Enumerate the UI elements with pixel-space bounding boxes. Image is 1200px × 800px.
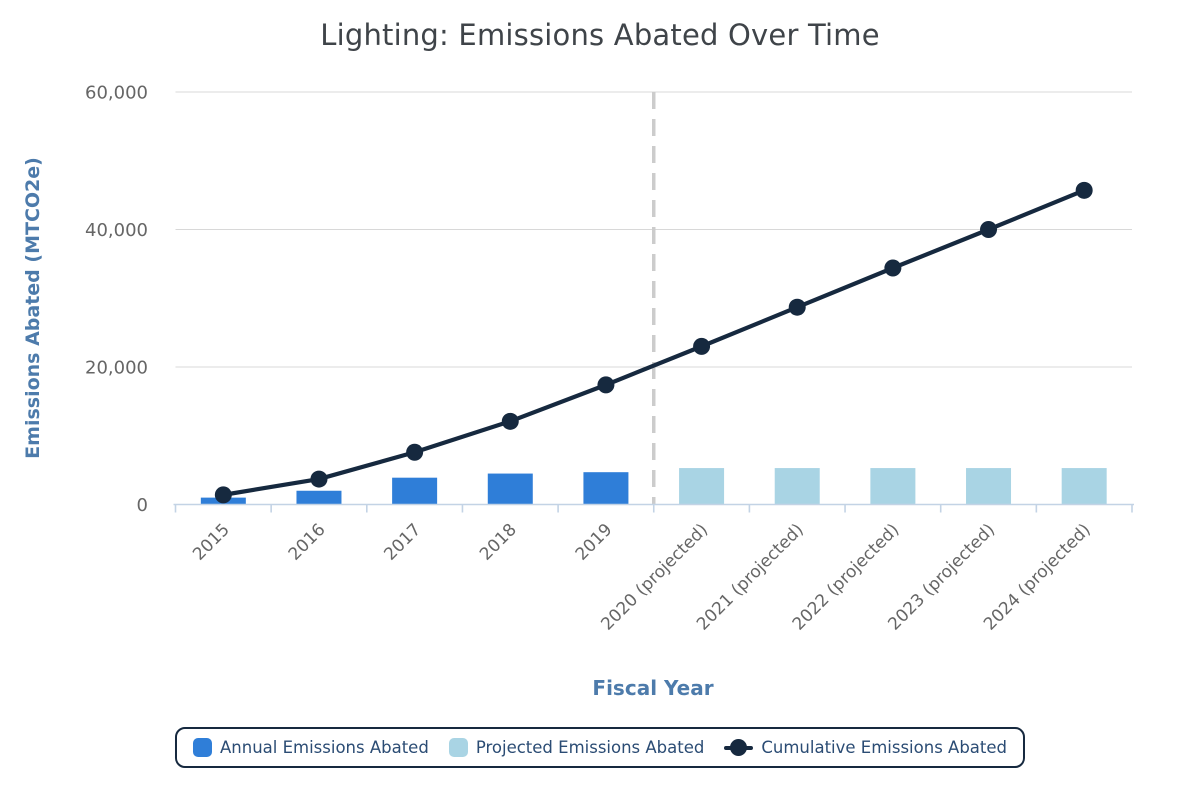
bar-2021-projected[interactable] — [774, 468, 820, 505]
bar-2022-projected[interactable] — [870, 468, 916, 505]
projected-series-swatch — [448, 738, 468, 757]
point-2015[interactable] — [214, 486, 232, 504]
point-2021-projected[interactable] — [788, 298, 806, 316]
cumulative-line — [221, 188, 1087, 497]
x-axis-title: Fiscal Year — [592, 676, 714, 700]
x-tick-label-2016: 2016 — [285, 520, 330, 565]
y-tick-label-40-000: 40,000 — [85, 220, 148, 241]
point-2024-projected[interactable] — [1075, 181, 1093, 199]
cumulative-line-marker-icon — [724, 738, 754, 757]
y-axis-title: Emissions Abated (MTCO2e) — [22, 157, 44, 459]
annual-series-swatch — [192, 738, 212, 757]
x-tick-label-2017: 2017 — [380, 520, 425, 565]
legend-label-cumulative: Cumulative Emissions Abated — [761, 738, 1008, 757]
bar-2018[interactable] — [487, 473, 533, 505]
legend-item-cumulative[interactable]: Cumulative Emissions Abated — [724, 738, 1007, 757]
point-2019[interactable] — [597, 376, 615, 394]
point-2020-projected[interactable] — [693, 337, 711, 355]
legend-item-annual[interactable]: Annual Emissions Abated — [192, 738, 429, 757]
y-tick-label-20-000: 20,000 — [85, 358, 148, 379]
marker-dot — [730, 739, 748, 756]
x-tick-label-2024-projected: 2024 (projected) — [980, 520, 1095, 635]
point-2018[interactable] — [501, 412, 519, 430]
bar-2024-projected[interactable] — [1061, 468, 1107, 505]
bar-2023-projected[interactable] — [966, 468, 1012, 505]
point-2016[interactable] — [310, 470, 328, 488]
bar-2017[interactable] — [392, 477, 438, 505]
legend: Annual Emissions Abated Projected Emissi… — [174, 727, 1026, 768]
bar-2020-projected[interactable] — [679, 468, 725, 505]
point-2023-projected[interactable] — [980, 221, 998, 238]
chart-title: Lighting: Emissions Abated Over Time — [320, 18, 880, 52]
legend-label-projected: Projected Emissions Abated — [475, 738, 705, 757]
point-2017[interactable] — [406, 443, 424, 461]
point-2022-projected[interactable] — [884, 259, 902, 277]
legend-item-projected[interactable]: Projected Emissions Abated — [448, 738, 705, 757]
y-tick-label-60-000: 60,000 — [85, 83, 148, 104]
legend-label-annual: Annual Emissions Abated — [219, 738, 429, 757]
x-tick-label-2018: 2018 — [476, 520, 521, 565]
x-tick-label-2019: 2019 — [572, 520, 617, 565]
bar-2019[interactable] — [583, 472, 629, 505]
y-tick-label-0: 0 — [137, 495, 148, 516]
bar-2016[interactable] — [296, 490, 342, 505]
x-tick-label-2015: 2015 — [189, 520, 234, 565]
